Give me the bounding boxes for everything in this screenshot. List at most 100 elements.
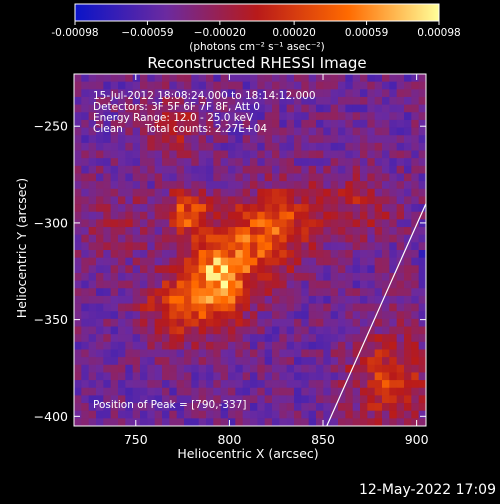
heatmap-cell [316, 181, 324, 190]
heatmap-cell [125, 204, 134, 213]
heatmap-cell [272, 326, 280, 335]
heatmap-cell [345, 96, 354, 106]
heatmap-cell [162, 295, 170, 304]
heatmap-cell [103, 104, 112, 113]
heatmap-cell [118, 96, 126, 106]
heatmap-cell [352, 410, 361, 419]
heatmap-cell [206, 104, 214, 113]
heatmap-cell [110, 357, 119, 366]
heatmap-cell [418, 349, 426, 358]
heatmap-cell [279, 250, 288, 259]
heatmap-cell [191, 357, 200, 366]
heatmap-cell [162, 357, 170, 366]
heatmap-cell [162, 219, 170, 228]
heatmap-cell [198, 418, 207, 426]
heatmap-cell [169, 204, 178, 213]
heatmap-cell [176, 357, 185, 366]
heatmap-cell [88, 295, 97, 304]
heatmap-cell [316, 418, 324, 426]
heatmap-cell [228, 349, 236, 358]
heatmap-cell [257, 380, 266, 389]
heatmap-cell [316, 364, 324, 373]
heatmap-cell [396, 341, 405, 350]
heatmap-cell [154, 357, 163, 366]
heatmap-cell [118, 280, 126, 289]
heatmap-cell [103, 142, 112, 151]
heatmap-cell [250, 280, 258, 289]
heatmap-cell [235, 165, 244, 174]
heatmap-cell [140, 403, 148, 412]
heatmap-cell [316, 196, 324, 205]
heatmap-cell [206, 135, 214, 144]
heatmap-cell [235, 403, 244, 412]
heatmap-cell [308, 173, 317, 182]
heatmap-cell [132, 173, 141, 182]
heatmap-cell [411, 326, 420, 335]
heatmap-cell [169, 227, 178, 236]
heatmap-cell [213, 119, 222, 128]
heatmap-cell [279, 165, 288, 174]
heatmap-cell [272, 150, 280, 159]
heatmap-cell [103, 387, 112, 396]
heatmap-cell [140, 96, 148, 106]
heatmap-cell [264, 234, 273, 243]
heatmap-cell [132, 311, 141, 320]
heatmap-cell [360, 272, 368, 282]
heatmap-cell [301, 403, 310, 412]
heatmap-cell [140, 387, 148, 396]
heatmap-cell [264, 119, 273, 128]
heatmap-cell [374, 219, 383, 228]
heatmap-cell [147, 349, 156, 358]
heatmap-cell [382, 158, 390, 167]
heatmap-cell [411, 280, 420, 289]
heatmap-cell [330, 112, 339, 121]
heatmap-cell [382, 318, 390, 327]
heatmap-cell [279, 81, 288, 90]
heatmap-cell [132, 280, 141, 289]
heatmap-cell [74, 150, 82, 159]
heatmap-cell [272, 104, 280, 113]
heatmap-cell [74, 257, 82, 266]
heatmap-cell [147, 74, 156, 83]
heatmap-cell [360, 104, 368, 113]
heatmap-cell [184, 158, 192, 167]
heatmap-cell [367, 158, 376, 167]
heatmap-cell [169, 295, 178, 304]
heatmap-cell [118, 127, 126, 136]
heatmap-cell [213, 112, 222, 121]
heatmap-cell [294, 173, 302, 182]
heatmap-cell [360, 265, 368, 274]
heatmap-cell [191, 349, 200, 358]
heatmap-cell [389, 74, 398, 83]
heatmap-cell [235, 265, 244, 274]
heatmap-cell [418, 173, 426, 182]
heatmap-cell [411, 142, 420, 151]
heatmap-cell [206, 418, 214, 426]
heatmap-cell [294, 272, 302, 282]
heatmap-cell [103, 150, 112, 159]
heatmap-cell [198, 119, 207, 128]
heatmap-cell [96, 265, 104, 274]
heatmap-cell [404, 364, 412, 373]
heatmap-cell [140, 364, 148, 373]
heatmap-cell [176, 127, 185, 136]
heatmap-cell [118, 418, 126, 426]
heatmap-cell [286, 318, 295, 327]
heatmap-cell [81, 165, 90, 174]
heatmap-cell [198, 341, 207, 350]
heatmap-cell [125, 380, 134, 389]
heatmap-cell [294, 119, 302, 128]
heatmap-cell [176, 181, 185, 190]
heatmap-cell [125, 326, 134, 335]
heatmap-cell [81, 112, 90, 121]
heatmap-cell [74, 387, 82, 396]
heatmap-cell [96, 318, 104, 327]
heatmap-cell [250, 158, 258, 167]
heatmap-cell [418, 234, 426, 243]
heatmap-cell [96, 204, 104, 213]
heatmap-cell [404, 74, 412, 83]
heatmap-cell [162, 280, 170, 289]
heatmap-cell [360, 142, 368, 151]
heatmap-cell [389, 357, 398, 366]
heatmap-cell [279, 150, 288, 159]
